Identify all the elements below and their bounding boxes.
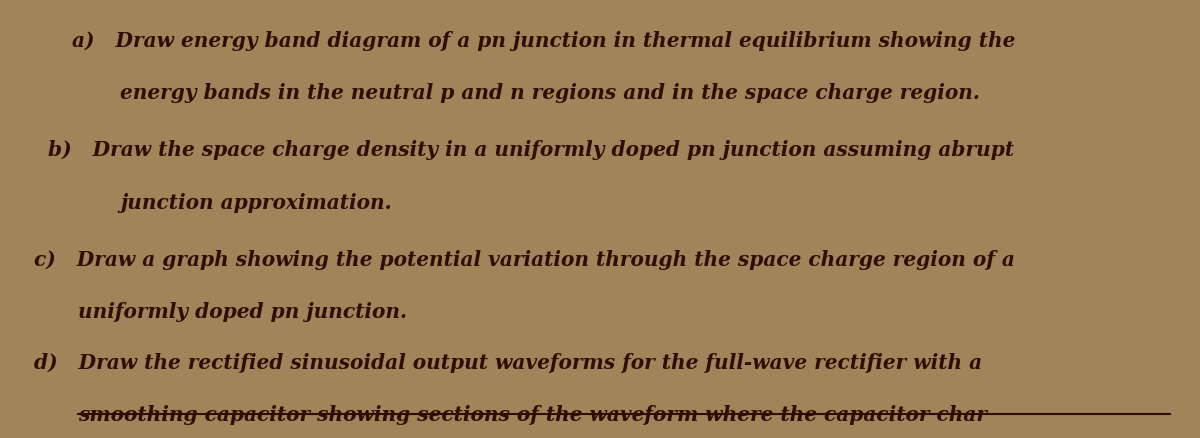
Text: junction approximation.: junction approximation.	[120, 193, 391, 213]
Text: smoothing capacitor showing sections of the waveform where the capacitor char: smoothing capacitor showing sections of …	[78, 405, 986, 425]
Text: energy bands in the neutral p and n regions and in the space charge region.: energy bands in the neutral p and n regi…	[120, 83, 980, 103]
Text: d)   Draw the rectified sinusoidal output waveforms for the full-wave rectifier : d) Draw the rectified sinusoidal output …	[34, 353, 982, 373]
Text: b)   Draw the space charge density in a uniformly doped pn junction assuming abr: b) Draw the space charge density in a un…	[48, 140, 1014, 160]
Text: a)   Draw energy band diagram of a pn junction in thermal equilibrium showing th: a) Draw energy band diagram of a pn junc…	[72, 31, 1015, 51]
Text: uniformly doped pn junction.: uniformly doped pn junction.	[78, 302, 407, 322]
Text: c)   Draw a graph showing the potential variation through the space charge regio: c) Draw a graph showing the potential va…	[34, 250, 1014, 270]
